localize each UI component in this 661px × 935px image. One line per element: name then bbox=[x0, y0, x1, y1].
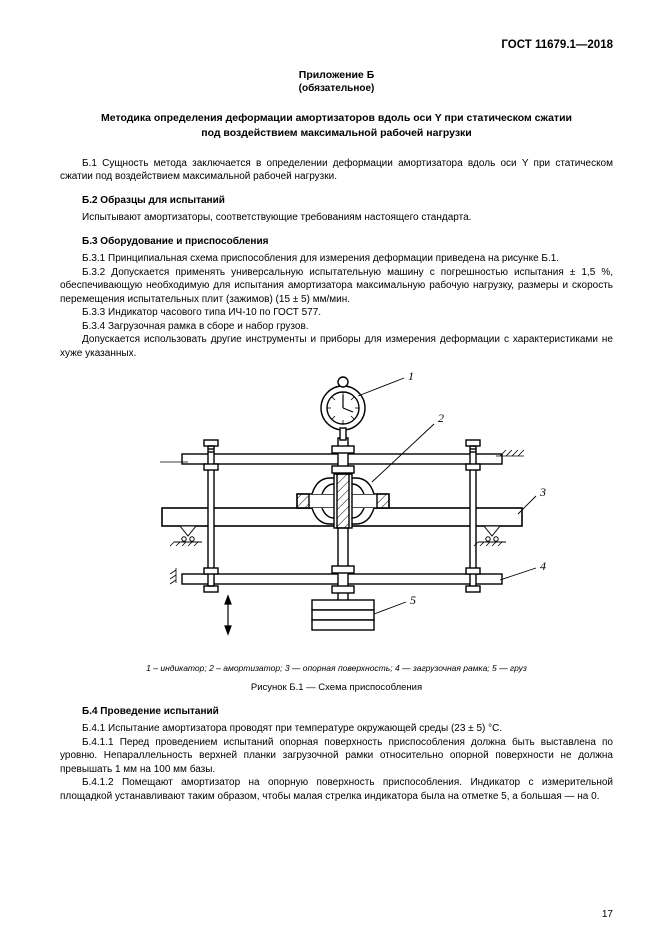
figure-legend: 1 – индикатор; 2 – амортизатор; 3 — опор… bbox=[60, 663, 613, 674]
figure-label-5: 5 bbox=[410, 593, 416, 607]
para-b3-3: Б.3.3 Индикатор часового типа ИЧ-10 по Г… bbox=[60, 306, 613, 320]
doc-header: ГОСТ 11679.1—2018 bbox=[60, 38, 613, 54]
figure-b1-svg: 1 2 3 4 5 bbox=[122, 368, 552, 656]
para-b3-note: Допускается использовать другие инструме… bbox=[60, 333, 613, 360]
para-b2: Испытывают амортизаторы, соответствующие… bbox=[60, 211, 613, 225]
method-title-line1: Методика определения деформации амортиза… bbox=[101, 112, 572, 124]
figure-b1: 1 2 3 4 5 1 – индикатор; 2 – амортизатор… bbox=[60, 368, 613, 695]
document-page: ГОСТ 11679.1—2018 Приложение Б (обязател… bbox=[0, 0, 661, 935]
figure-label-1: 1 bbox=[408, 369, 414, 383]
para-b3-2: Б.3.2 Допускается применять универсальну… bbox=[60, 266, 613, 307]
para-b1: Б.1 Сущность метода заключается в опреде… bbox=[60, 157, 613, 184]
method-title-line2: под воздействием максимальной рабочей на… bbox=[201, 127, 472, 139]
figure-label-2: 2 bbox=[438, 411, 444, 425]
head-b2: Б.2 Образцы для испытаний bbox=[60, 194, 613, 208]
figure-caption: Рисунок Б.1 — Схема приспособления bbox=[60, 682, 613, 695]
figure-label-3: 3 bbox=[539, 485, 546, 499]
figure-label-4: 4 bbox=[540, 559, 546, 573]
para-b3-1: Б.3.1 Принципиальная схема приспособлени… bbox=[60, 252, 613, 266]
appendix-label: Приложение Б bbox=[60, 68, 613, 82]
appendix-type: (обязательное) bbox=[60, 82, 613, 96]
para-b3-4: Б.3.4 Загрузочная рамка в сборе и набор … bbox=[60, 320, 613, 334]
method-title: Методика определения деформации амортиза… bbox=[60, 111, 613, 140]
para-b4-1-2: Б.4.1.2 Помещают амортизатор на опорную … bbox=[60, 776, 613, 803]
head-b4: Б.4 Проведение испытаний bbox=[60, 705, 613, 719]
para-b4-1: Б.4.1 Испытание амортизатора проводят пр… bbox=[60, 722, 613, 736]
page-number: 17 bbox=[602, 908, 613, 922]
para-b4-1-1: Б.4.1.1 Перед проведением испытаний опор… bbox=[60, 736, 613, 777]
head-b3: Б.3 Оборудование и приспособления bbox=[60, 235, 613, 249]
